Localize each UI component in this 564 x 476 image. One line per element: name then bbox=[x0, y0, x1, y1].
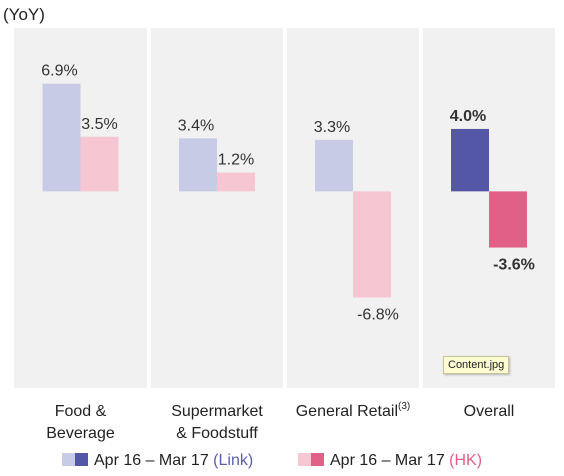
data-label-hk-2: 1.2% bbox=[218, 152, 254, 169]
unit-label: (YoY) bbox=[3, 5, 45, 24]
data-label-link-2: 3.4% bbox=[178, 117, 214, 134]
bar-link-1 bbox=[42, 83, 81, 192]
data-label-hk-3: -6.8% bbox=[357, 306, 399, 323]
category-label-3: General Retail(3) bbox=[296, 401, 411, 420]
data-label-link-1: 6.9% bbox=[41, 63, 77, 80]
legend-swatch-hk-light bbox=[298, 453, 311, 466]
data-label-link-4: 4.0% bbox=[450, 108, 486, 125]
bar-hk-2 bbox=[217, 172, 255, 192]
bar-link-3 bbox=[315, 139, 353, 192]
category-label-2-line-2: & Foodstuff bbox=[176, 425, 258, 442]
legend-label-hk-source: (HK) bbox=[449, 452, 482, 469]
category-superscript-3: (3) bbox=[398, 401, 410, 412]
bar-hk-1 bbox=[80, 136, 119, 192]
legend-label-link-period: Apr 16 – Mar 17 bbox=[94, 452, 213, 469]
bar-link-2 bbox=[179, 138, 217, 192]
legend-label-link: Apr 16 – Mar 17 (Link) bbox=[94, 452, 253, 469]
filename-tooltip: Content.jpg bbox=[443, 356, 510, 374]
legend-label-link-source: (Link) bbox=[213, 452, 253, 469]
category-label-1-line-1: Food & bbox=[55, 403, 107, 420]
data-label-hk-4: -3.6% bbox=[493, 257, 535, 274]
data-label-hk-1: 3.5% bbox=[81, 116, 117, 133]
bar-link-4 bbox=[451, 128, 489, 192]
legend-swatch-hk-dark bbox=[311, 453, 324, 466]
category-label-2-line-1: Supermarket bbox=[171, 403, 263, 420]
data-label-link-3: 3.3% bbox=[314, 119, 350, 136]
legend-swatch-link-dark bbox=[75, 453, 88, 466]
category-label-1-line-2: Beverage bbox=[46, 425, 115, 442]
panel-bg-1 bbox=[14, 28, 147, 388]
category-label-4: Overall bbox=[464, 403, 515, 420]
legend-swatch-link-light bbox=[62, 453, 75, 466]
panel-bg-2 bbox=[151, 28, 283, 388]
bar-hk-4 bbox=[489, 191, 527, 248]
bar-hk-3 bbox=[353, 191, 391, 298]
legend-label-hk-period: Apr 16 – Mar 17 bbox=[330, 452, 449, 469]
legend-label-hk: Apr 16 – Mar 17 (HK) bbox=[330, 452, 482, 469]
